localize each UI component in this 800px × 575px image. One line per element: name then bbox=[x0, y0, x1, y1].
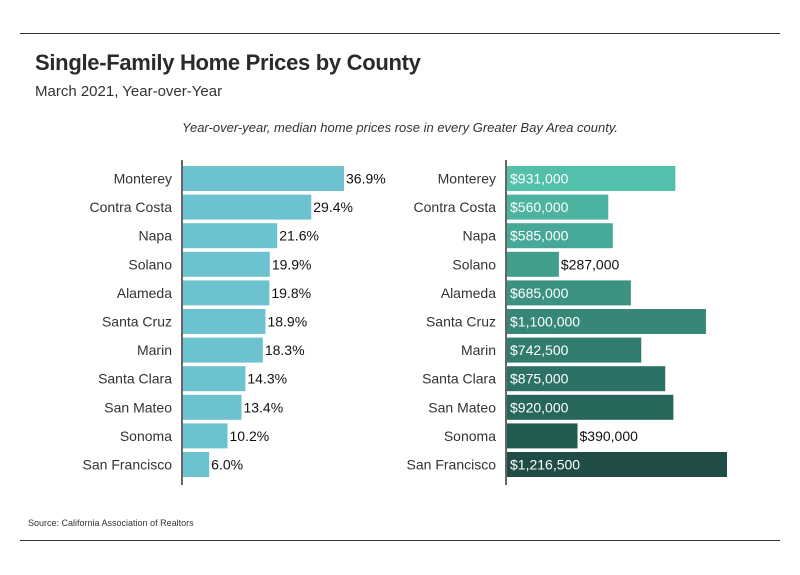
left-category-label: Sonoma bbox=[120, 428, 172, 444]
right-category-label: Solano bbox=[452, 256, 496, 272]
right-value-label: $390,000 bbox=[580, 428, 639, 444]
right-bar bbox=[507, 337, 642, 363]
left-category-label: Santa Cruz bbox=[102, 314, 172, 330]
right-category-label: San Francisco bbox=[407, 457, 497, 473]
right-category-label: Santa Cruz bbox=[426, 314, 496, 330]
chart-note: Year-over-year, median home prices rose … bbox=[182, 120, 618, 135]
left-value-label: 14.3% bbox=[247, 371, 287, 387]
left-category-label: Solano bbox=[128, 256, 172, 272]
right-bar bbox=[507, 280, 631, 306]
source-note: Source: California Association of Realto… bbox=[28, 518, 194, 528]
right-bar bbox=[507, 452, 727, 477]
left-value-label: 10.2% bbox=[230, 428, 270, 444]
left-bar bbox=[183, 194, 312, 220]
right-value-label: $931,000 bbox=[510, 171, 569, 187]
left-value-label: 19.9% bbox=[272, 256, 312, 272]
right-value-label: $742,500 bbox=[510, 342, 569, 358]
left-bar bbox=[183, 223, 278, 249]
left-value-label: 36.9% bbox=[346, 171, 386, 187]
left-category-label: Santa Clara bbox=[98, 371, 172, 387]
left-bar bbox=[183, 309, 266, 334]
right-category-label: Santa Clara bbox=[422, 371, 496, 387]
right-bar bbox=[507, 423, 578, 449]
right-bar bbox=[507, 166, 676, 191]
right-bar bbox=[507, 251, 559, 277]
top-rule bbox=[20, 33, 780, 34]
left-value-label: 19.8% bbox=[271, 285, 311, 301]
right-value-label: $1,216,500 bbox=[510, 457, 580, 473]
right-category-label: Contra Costa bbox=[414, 199, 497, 215]
right-category-label: San Mateo bbox=[428, 399, 496, 415]
right-bar bbox=[507, 223, 613, 249]
left-bar bbox=[183, 251, 270, 277]
left-bar bbox=[183, 452, 210, 477]
right-value-label: $560,000 bbox=[510, 199, 569, 215]
left-category-label: San Mateo bbox=[104, 399, 172, 415]
right-value-label: $685,000 bbox=[510, 285, 569, 301]
left-category-label: Monterey bbox=[114, 171, 172, 187]
right-bar bbox=[507, 309, 706, 334]
right-value-label: $920,000 bbox=[510, 399, 569, 415]
left-value-label: 29.4% bbox=[313, 199, 353, 215]
right-value-label: $287,000 bbox=[561, 256, 620, 272]
left-bar bbox=[183, 366, 246, 392]
left-bar bbox=[183, 166, 344, 191]
right-value-label: $875,000 bbox=[510, 371, 569, 387]
right-bar bbox=[507, 366, 666, 392]
right-category-label: Alameda bbox=[441, 285, 496, 301]
right-category-label: Marin bbox=[461, 342, 496, 358]
left-value-label: 6.0% bbox=[211, 457, 243, 473]
left-value-label: 21.6% bbox=[279, 228, 319, 244]
left-value-label: 18.3% bbox=[265, 342, 305, 358]
left-category-label: Marin bbox=[137, 342, 172, 358]
left-value-label: 18.9% bbox=[267, 314, 307, 330]
right-bar bbox=[507, 394, 674, 420]
chart-title: Single-Family Home Prices by County bbox=[35, 50, 421, 75]
right-bar bbox=[507, 194, 609, 220]
right-value-label: $585,000 bbox=[510, 228, 569, 244]
left-bar bbox=[183, 337, 263, 363]
left-category-label: San Francisco bbox=[83, 457, 173, 473]
left-category-label: Contra Costa bbox=[90, 199, 173, 215]
right-category-label: Napa bbox=[463, 228, 497, 244]
right-value-label: $1,100,000 bbox=[510, 314, 580, 330]
bottom-rule bbox=[20, 540, 780, 541]
right-category-label: Sonoma bbox=[444, 428, 496, 444]
left-category-label: Alameda bbox=[117, 285, 172, 301]
left-bar bbox=[183, 423, 228, 449]
right-category-label: Monterey bbox=[438, 171, 496, 187]
left-value-label: 13.4% bbox=[243, 399, 283, 415]
left-bar bbox=[183, 394, 242, 420]
chart-subtitle: March 2021, Year-over-Year bbox=[35, 83, 223, 100]
left-bar bbox=[183, 280, 270, 306]
left-category-label: Napa bbox=[139, 228, 173, 244]
